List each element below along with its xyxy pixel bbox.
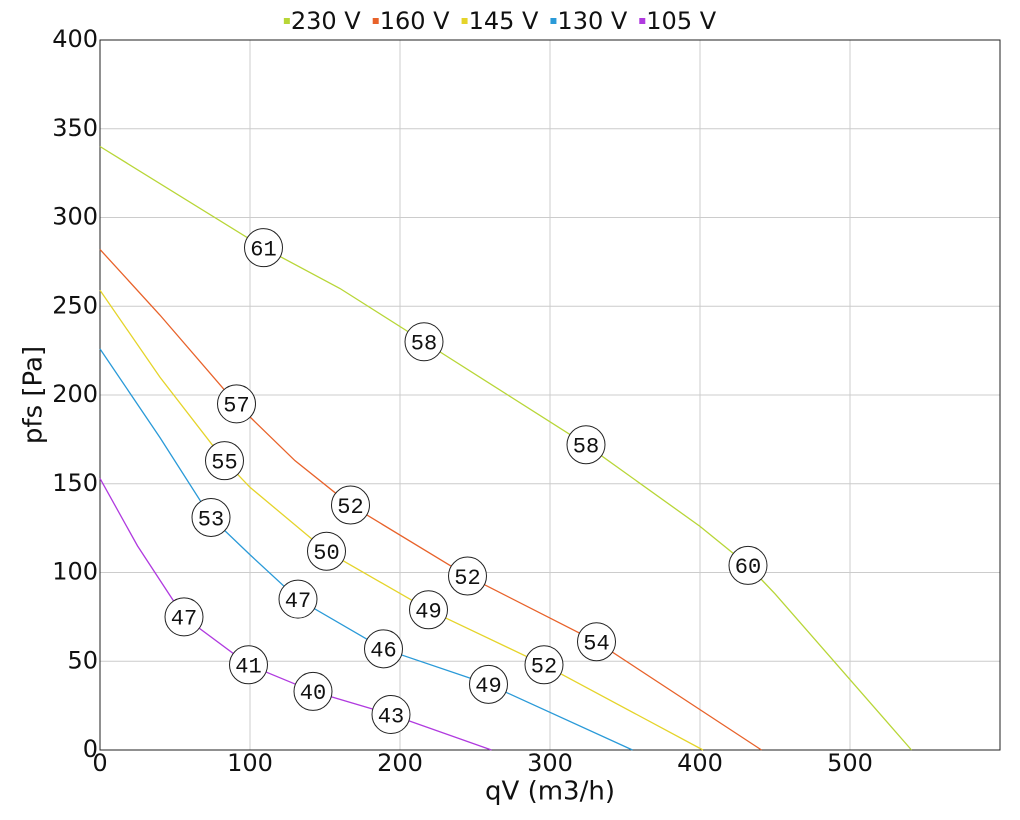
legend-swatch bbox=[372, 18, 379, 24]
annotation-label: 60 bbox=[735, 555, 761, 580]
legend-swatch bbox=[461, 18, 468, 24]
annotation-label: 61 bbox=[250, 237, 276, 262]
legend-label: 130 V bbox=[557, 7, 627, 35]
series-line bbox=[99, 348, 633, 751]
legend-label: 230 V bbox=[291, 7, 361, 35]
annotation-marker bbox=[164, 597, 204, 637]
legend-swatch bbox=[639, 18, 646, 24]
x-tick-label: 300 bbox=[527, 749, 573, 777]
annotation-label: 50 bbox=[313, 541, 339, 566]
annotation-label: 43 bbox=[378, 704, 404, 729]
plot-frame bbox=[99, 39, 1001, 751]
annotation-label: 58 bbox=[411, 332, 437, 357]
y-tick-label: 150 bbox=[52, 469, 98, 497]
annotation-marker bbox=[577, 622, 616, 662]
x-tick-label: 0 bbox=[92, 749, 107, 777]
x-tick-label: 500 bbox=[827, 749, 873, 777]
annotation-marker bbox=[469, 664, 508, 704]
annotation-marker bbox=[205, 441, 244, 481]
series-line bbox=[99, 289, 704, 751]
annotation-label: 52 bbox=[337, 495, 363, 520]
y-axis-title: pfs [Pa] bbox=[19, 346, 49, 444]
y-tick-label: 350 bbox=[52, 114, 98, 142]
annotation-marker bbox=[307, 531, 346, 571]
annotation-marker bbox=[371, 695, 411, 734]
annotation-label: 54 bbox=[583, 632, 609, 657]
legend-label: 145 V bbox=[469, 7, 539, 35]
annotation-label: 52 bbox=[454, 566, 480, 591]
annotation-marker bbox=[229, 645, 268, 685]
y-tick-label: 100 bbox=[52, 558, 98, 586]
y-tick-label: 250 bbox=[52, 291, 98, 319]
legend: 230 V 160 V 145 V 130 V 105 V bbox=[283, 7, 717, 35]
y-tick-label: 200 bbox=[52, 380, 98, 408]
annotation-marker bbox=[244, 228, 283, 268]
x-tick-label: 100 bbox=[227, 749, 273, 777]
annotation-label: 57 bbox=[223, 394, 249, 419]
y-tick-label: 0 bbox=[83, 735, 98, 763]
y-tick-label: 50 bbox=[67, 646, 98, 674]
annotation-marker bbox=[404, 322, 444, 362]
annotation-label: 52 bbox=[531, 655, 557, 680]
annotation-label: 47 bbox=[285, 589, 311, 614]
legend-label: 160 V bbox=[380, 7, 450, 35]
annotation-marker bbox=[566, 425, 606, 465]
annotation-marker bbox=[364, 629, 403, 669]
annotation-marker bbox=[191, 497, 231, 537]
legend-swatch bbox=[550, 18, 557, 24]
annotation-marker bbox=[524, 645, 564, 685]
annotation-marker bbox=[409, 590, 448, 630]
legend-label: 105 V bbox=[646, 7, 716, 35]
annotation-label: 46 bbox=[370, 639, 396, 664]
annotation-marker bbox=[728, 545, 768, 585]
annotation-marker bbox=[448, 556, 487, 596]
y-tick-label: 300 bbox=[52, 203, 98, 231]
annotation-label: 41 bbox=[235, 655, 261, 680]
annotation-marker bbox=[278, 579, 318, 619]
annotation-marker bbox=[217, 384, 256, 424]
annotation-label: 49 bbox=[415, 600, 441, 625]
annotation-marker bbox=[293, 671, 333, 711]
x-tick-label: 200 bbox=[377, 749, 423, 777]
legend-swatch bbox=[283, 18, 290, 24]
annotation-label: 55 bbox=[211, 450, 237, 475]
annotation-label: 47 bbox=[171, 607, 197, 632]
annotation-label: 53 bbox=[198, 507, 224, 532]
x-axis-title: qV (m3/h) bbox=[485, 777, 615, 807]
annotation-marker bbox=[331, 485, 370, 525]
series-line bbox=[99, 249, 762, 751]
annotation-label: 49 bbox=[475, 674, 501, 699]
annotation-label: 40 bbox=[300, 681, 326, 706]
y-tick-label: 400 bbox=[52, 25, 98, 53]
x-tick-label: 400 bbox=[677, 749, 723, 777]
annotation-label: 58 bbox=[573, 435, 599, 460]
